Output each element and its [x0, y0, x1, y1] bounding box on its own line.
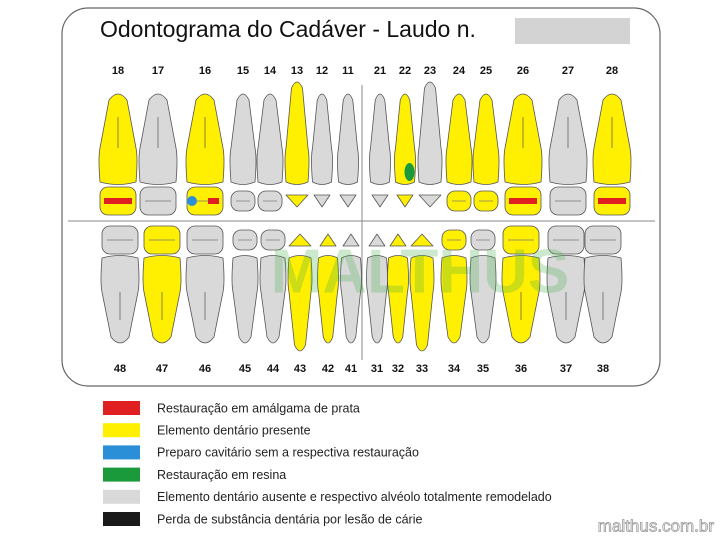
tooth-side [369, 93, 391, 185]
legend: Restauração em amálgama de prata Elemento… [103, 401, 552, 526]
footer: malthus.com.br [598, 516, 715, 535]
blurred-number [515, 18, 630, 44]
tooth-occlusal [285, 194, 309, 208]
restoration [104, 198, 132, 204]
tooth-occlusal [368, 233, 386, 247]
tooth-number: 31 [371, 363, 383, 375]
tooth-number: 16 [199, 65, 211, 77]
tooth-number: 21 [374, 65, 386, 77]
tooth-occlusal [288, 233, 312, 247]
legend-label: Restauração em resina [157, 468, 286, 482]
crown-mark [404, 163, 415, 181]
tooth-side [445, 93, 473, 185]
tooth-number: 24 [453, 65, 466, 77]
tooth-side [311, 93, 333, 185]
tooth-number: 38 [597, 363, 609, 375]
tooth-number: 47 [156, 363, 168, 375]
legend-label: Perda de substância dentária por lesão d… [157, 512, 422, 526]
tooth-number: 28 [606, 65, 618, 77]
restoration [598, 198, 626, 204]
tooth-number: 46 [199, 363, 211, 375]
tooth-number: 33 [416, 363, 428, 375]
tooth-number: 22 [399, 65, 411, 77]
tooth-side [256, 93, 284, 185]
tooth-occlusal [319, 233, 337, 247]
restoration [187, 196, 197, 206]
tooth-number: 43 [294, 363, 306, 375]
tooth-side [440, 255, 468, 344]
tooth-number: 13 [291, 65, 303, 77]
tooth-occlusal [418, 194, 442, 208]
tooth-number: 37 [560, 363, 572, 375]
teeth: 18 17 16 15 14 13 12 11 21 22 23 24 25 26 27 28 48 47 46 45… [98, 65, 632, 375]
legend-swatch [103, 489, 140, 504]
tooth-occlusal [410, 233, 434, 247]
tooth-number: 26 [517, 65, 529, 77]
tooth-number: 18 [112, 65, 124, 77]
tooth-number: 41 [345, 363, 357, 375]
legend-swatch [103, 445, 140, 460]
tooth-occlusal [389, 233, 407, 247]
watermark: MALTHUS [271, 237, 569, 306]
tooth-number: 25 [480, 65, 492, 77]
legend-swatch [103, 423, 140, 438]
tooth-number: 48 [114, 363, 126, 375]
legend-label: Restauração em amálgama de prata [157, 401, 360, 415]
tooth-occlusal [371, 194, 389, 208]
tooth-side [394, 93, 416, 185]
restoration [208, 198, 219, 204]
tooth-number: 34 [448, 363, 461, 375]
restoration [509, 198, 537, 204]
tooth-side [231, 255, 259, 344]
tooth-number: 45 [239, 363, 251, 375]
tooth-side [229, 93, 257, 185]
tooth-number: 36 [515, 363, 527, 375]
tooth-side [259, 255, 287, 344]
tooth-number: 17 [152, 65, 164, 77]
tooth-side [340, 255, 362, 344]
tooth-number: 35 [477, 363, 489, 375]
legend-label: Elemento dentário presente [157, 423, 311, 437]
tooth-number: 27 [562, 65, 574, 77]
tooth-occlusal [396, 194, 414, 208]
tooth-occlusal [342, 233, 360, 247]
tooth-side [387, 255, 409, 344]
tooth-side [287, 255, 313, 352]
tooth-side [317, 255, 339, 344]
tooth-side [409, 255, 435, 352]
tooth-side [469, 255, 497, 344]
title: Odontograma do Cadáver - Laudo n. [100, 16, 476, 42]
tooth-number: 15 [237, 65, 249, 77]
tooth-occlusal [313, 194, 331, 208]
tooth-number: 23 [424, 65, 436, 77]
tooth-number: 32 [392, 363, 404, 375]
legend-swatch [103, 512, 140, 526]
tooth-number: 44 [267, 363, 280, 375]
legend-swatch [103, 467, 140, 482]
legend-swatch [103, 401, 140, 415]
tooth-side [284, 81, 310, 185]
tooth-occlusal [339, 194, 357, 208]
legend-label: Elemento dentário ausente e respectivo a… [157, 490, 552, 504]
tooth-number: 42 [322, 363, 334, 375]
tooth-number: 11 [342, 65, 354, 77]
tooth-side [337, 93, 359, 185]
legend-label: Preparo cavitário sem a respectiva resta… [157, 446, 419, 460]
tooth-number: 12 [316, 65, 328, 77]
tooth-side [472, 93, 500, 185]
tooth-side [417, 81, 443, 185]
tooth-number: 14 [264, 65, 277, 77]
tooth-side [366, 255, 388, 344]
